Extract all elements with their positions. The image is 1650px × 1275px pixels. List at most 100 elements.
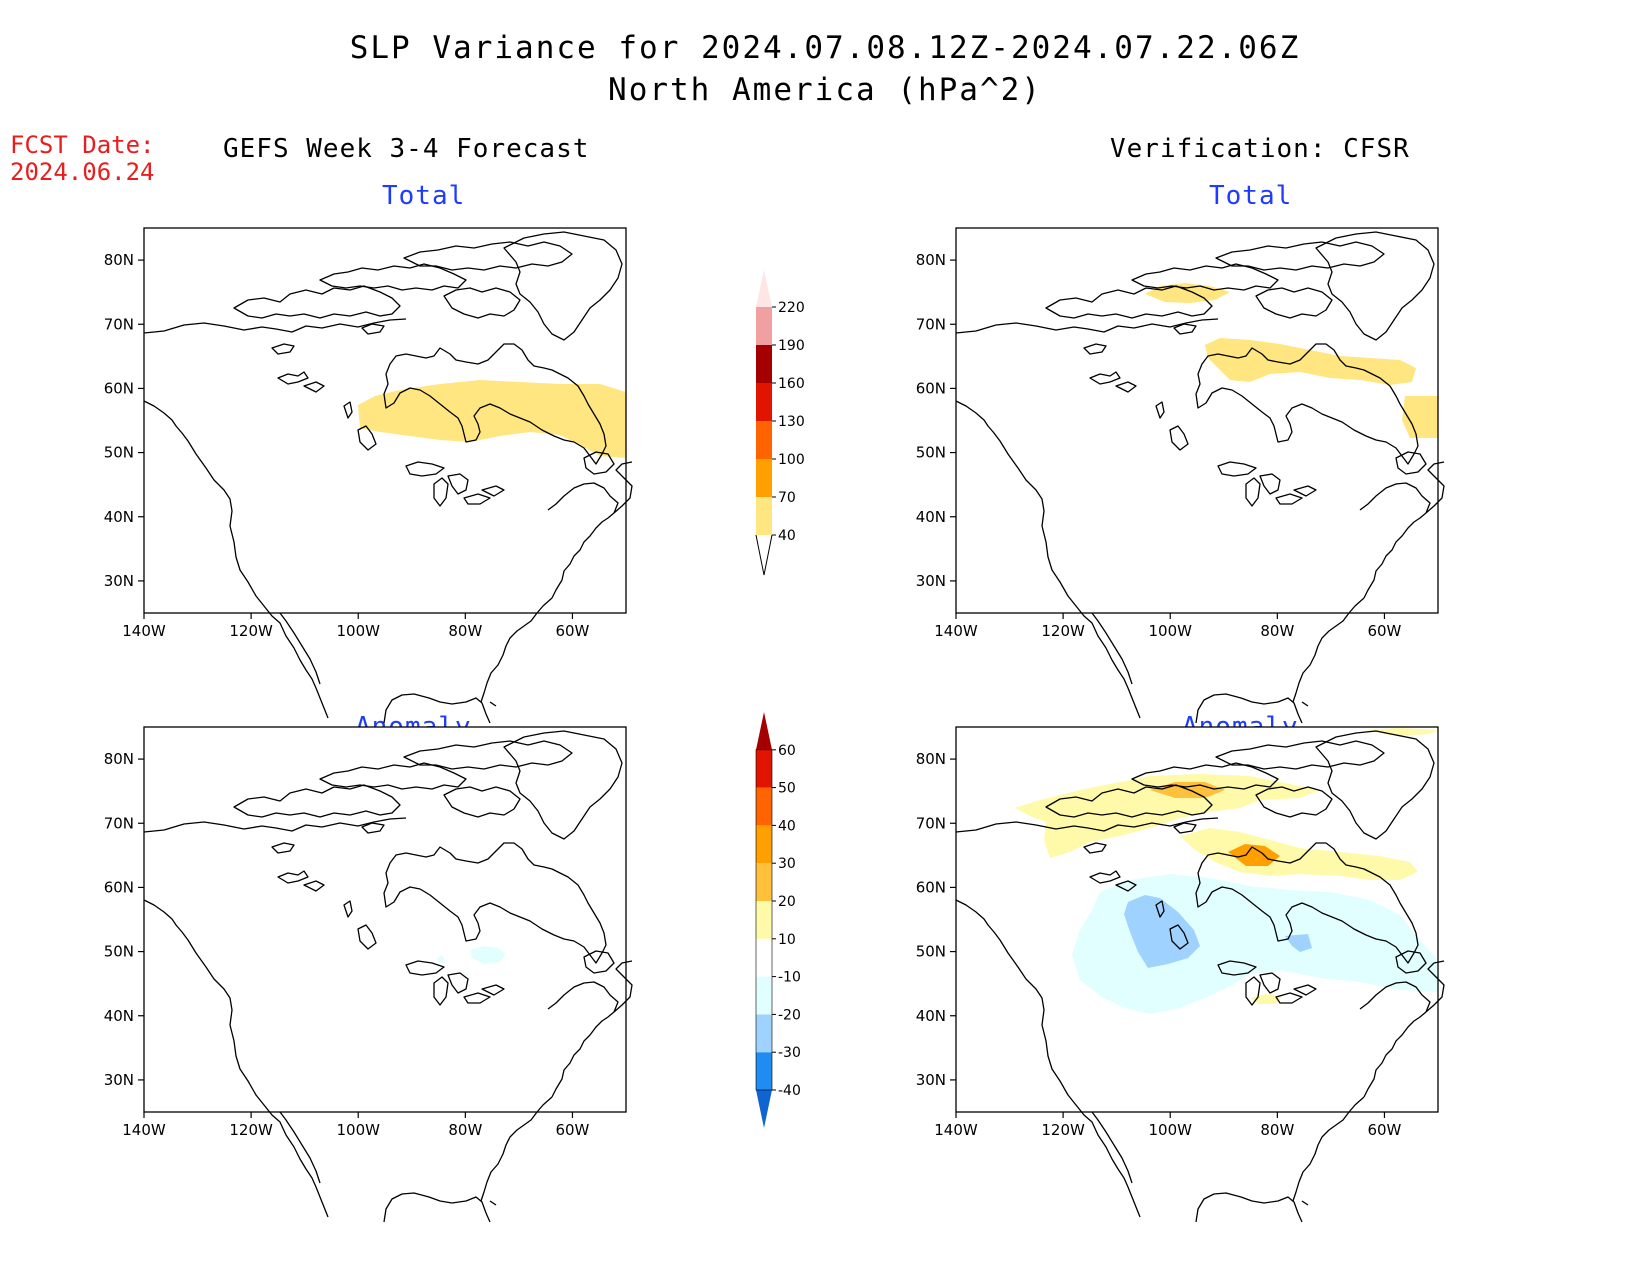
colorbar-total-label: 190 (778, 338, 805, 354)
lon-tick-label: 60W (1367, 622, 1401, 640)
cfsr-total-40-70-area-hudson-strait (1205, 338, 1416, 385)
colorbar-total-label: 130 (778, 414, 805, 430)
colorbar-anomaly-label: 40 (778, 818, 796, 834)
colorbar-total-label: 40 (778, 528, 796, 544)
colorbar-anomaly-under-triangle (756, 1090, 772, 1128)
lon-tick-label: 140W (122, 622, 166, 640)
colorbar-anomaly-box (756, 938, 772, 977)
colorbar-anomaly-box (756, 1052, 772, 1090)
colorbar-total-box (756, 345, 772, 383)
lat-tick-label: 40N (916, 1007, 946, 1025)
lon-tick-label: 100W (1148, 622, 1192, 640)
map-panel-cfsr-anomaly (955, 726, 1445, 1223)
lat-tick-label: 50N (916, 444, 946, 462)
lat-tick-label: 60N (104, 878, 134, 896)
cfsr-anomaly-pos10-area-top (1365, 728, 1438, 736)
colorbar-anomaly-box (756, 825, 772, 864)
colorbar-anomaly-box (756, 901, 772, 939)
colorbar-anomaly-box (756, 863, 772, 901)
lon-tick-label: 120W (1041, 1121, 1085, 1139)
lat-tick-label: 30N (916, 1071, 946, 1089)
gefs-anomaly-neg10-area (470, 946, 506, 964)
colorbar-anomaly-label: -40 (778, 1083, 801, 1099)
lon-tick-label: 60W (1367, 1121, 1401, 1139)
column-title-left: GEFS Week 3-4 Forecast (223, 134, 590, 164)
lon-tick-label: 80W (1260, 622, 1294, 640)
column-title-right: Verification: CFSR (1110, 134, 1410, 164)
lat-tick-label: 70N (104, 315, 134, 333)
panel-title-gefs-total: Total (382, 181, 466, 211)
lat-tick-label: 60N (916, 379, 946, 397)
lon-tick-label: 100W (336, 622, 380, 640)
colorbar-total-label: 70 (778, 490, 796, 506)
colorbar-total-box (756, 421, 772, 459)
colorbar-anomaly-label: -30 (778, 1045, 801, 1061)
lon-tick-label: 120W (229, 1121, 273, 1139)
cfsr-total-40-70-area-labrador (1402, 396, 1438, 438)
lat-tick-label: 30N (104, 572, 134, 590)
gefs-total-40-70-area (358, 380, 626, 458)
lat-tick-label: 80N (916, 750, 946, 768)
colorbar-total-label: 220 (778, 300, 805, 316)
lon-tick-label: 60W (555, 1121, 589, 1139)
colorbar-total-box (756, 497, 772, 535)
colorbar-anomaly-outline (755, 749, 773, 1091)
lon-tick-label: 120W (229, 622, 273, 640)
lon-tick-label: 80W (448, 1121, 482, 1139)
map-panel-gefs-anomaly (143, 726, 633, 1223)
lon-tick-label: 140W (934, 622, 978, 640)
lat-tick-label: 50N (104, 444, 134, 462)
lat-tick-label: 40N (916, 508, 946, 526)
lat-tick-label: 40N (104, 508, 134, 526)
fcst-date-label: FCST Date: (10, 131, 155, 159)
lat-tick-label: 50N (104, 943, 134, 961)
figure-title-line2: North America (hPa^2) (608, 72, 1042, 108)
colorbar-anomaly-box (756, 749, 772, 788)
lon-tick-label: 100W (1148, 1121, 1192, 1139)
lat-tick-label: 60N (916, 878, 946, 896)
colorbar-anomaly-label: 50 (778, 781, 796, 797)
colorbar-anomaly-label: 60 (778, 743, 796, 759)
map-panel-gefs-total (143, 227, 633, 724)
cfsr-anomaly-pos20-core-hudson (1228, 844, 1280, 866)
cfsr-anomaly-neg20-core (1124, 895, 1200, 968)
colorbar-anomaly: -40 -30 -20 -10 10 20 30 40 50 60 (755, 712, 801, 1128)
lon-tick-label: 140W (934, 1121, 978, 1139)
colorbar-anomaly-box (756, 976, 772, 1015)
lat-tick-label: 80N (104, 251, 134, 269)
colorbar-total-box (756, 307, 772, 345)
colorbar-anomaly-box (756, 1014, 772, 1053)
colorbar-total-over-triangle (756, 270, 772, 307)
lon-tick-label: 140W (122, 1121, 166, 1139)
colorbar-anomaly-label: 20 (778, 894, 796, 910)
lat-tick-label: 30N (916, 572, 946, 590)
cfsr-anomaly-pos10-area-archipelago (1015, 774, 1320, 858)
colorbar-total-box (756, 383, 772, 421)
lat-tick-label: 50N (916, 943, 946, 961)
colorbar-anomaly-label: 30 (778, 856, 796, 872)
lon-tick-label: 100W (336, 1121, 380, 1139)
gefs-anomaly-neg10-area-small (437, 955, 446, 964)
panel-title-cfsr-total: Total (1209, 181, 1293, 211)
lat-tick-label: 70N (104, 814, 134, 832)
colorbar-total-box (756, 459, 772, 497)
cfsr-anomaly-neg20-small (1285, 934, 1312, 952)
figure-title-line1: SLP Variance for 2024.07.08.12Z-2024.07.… (349, 30, 1301, 66)
colorbar-anomaly-over-triangle (756, 712, 772, 750)
colorbar-total-label: 100 (778, 452, 805, 468)
fcst-date-value: 2024.06.24 (10, 158, 155, 186)
lon-tick-label: 60W (555, 622, 589, 640)
lat-tick-label: 70N (916, 814, 946, 832)
lat-tick-label: 40N (104, 1007, 134, 1025)
colorbar-anomaly-label: 10 (778, 932, 796, 948)
lat-tick-label: 70N (916, 315, 946, 333)
map-panel-cfsr-total (955, 227, 1445, 724)
colorbar-total-label: 160 (778, 376, 805, 392)
lon-tick-label: 120W (1041, 622, 1085, 640)
lat-tick-label: 60N (104, 379, 134, 397)
lat-tick-label: 80N (104, 750, 134, 768)
lon-tick-label: 80W (1260, 1121, 1294, 1139)
lat-tick-label: 30N (104, 1071, 134, 1089)
colorbar-anomaly-box (756, 787, 772, 826)
